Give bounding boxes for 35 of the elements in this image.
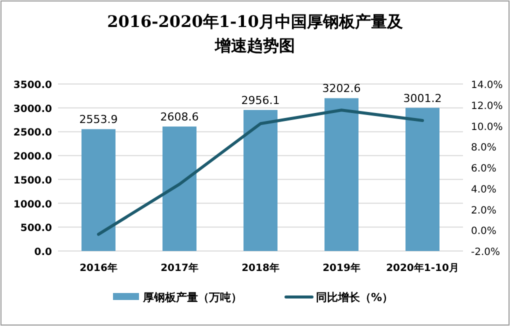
x-tick-label: 2020年1-10月 [386, 262, 459, 274]
y-tick-label: 500.0 [20, 223, 52, 234]
data-label: 3202.6 [322, 82, 361, 96]
bar [162, 126, 196, 251]
data-label: 2553.9 [79, 113, 118, 126]
y-tick-label: 1000.0 [13, 199, 52, 210]
bar [244, 110, 278, 251]
x-tick-label: 2019年 [322, 262, 360, 274]
y-tick-label: 1500.0 [13, 175, 52, 186]
y2-tick-label: 8.0% [471, 142, 496, 154]
y2-tick-label: 14.0% [471, 80, 503, 91]
bar [82, 129, 116, 251]
chart-title: 2016-2020年1-10月中国厚钢板产量及增速趋势图 [107, 12, 404, 55]
y2-tick-label: 12.0% [471, 100, 503, 112]
y-tick-label: 3000.0 [13, 104, 52, 115]
data-label: 3001.2 [403, 92, 442, 105]
y2-tick-label: 6.0% [471, 164, 496, 174]
y2-tick-label: 0.0% [471, 226, 496, 238]
y-tick-label: 2500.0 [13, 128, 52, 139]
y2-tick-label: 10.0% [471, 122, 503, 133]
data-label: 2608.6 [160, 110, 199, 124]
bar [406, 108, 440, 251]
y-tick-label: 3500.0 [13, 80, 52, 91]
legend-label: 厚钢板产量（万吨） [142, 291, 242, 304]
y2-tick-label: 2.0% [471, 205, 496, 216]
y2-tick-label: 4.0% [471, 184, 496, 196]
x-tick-label: 2016年 [80, 262, 118, 274]
y-tick-label: 0.0 [34, 247, 52, 258]
x-tick-label: 2018年 [242, 262, 280, 274]
y-tick-label: 2000.0 [13, 152, 52, 163]
bar [324, 98, 358, 251]
legend-label: 同比增长（%） [316, 291, 394, 304]
data-label: 2956.1 [241, 94, 280, 107]
y2-tick-label: -2.0% [471, 247, 500, 258]
x-tick-label: 2017年 [160, 262, 198, 274]
